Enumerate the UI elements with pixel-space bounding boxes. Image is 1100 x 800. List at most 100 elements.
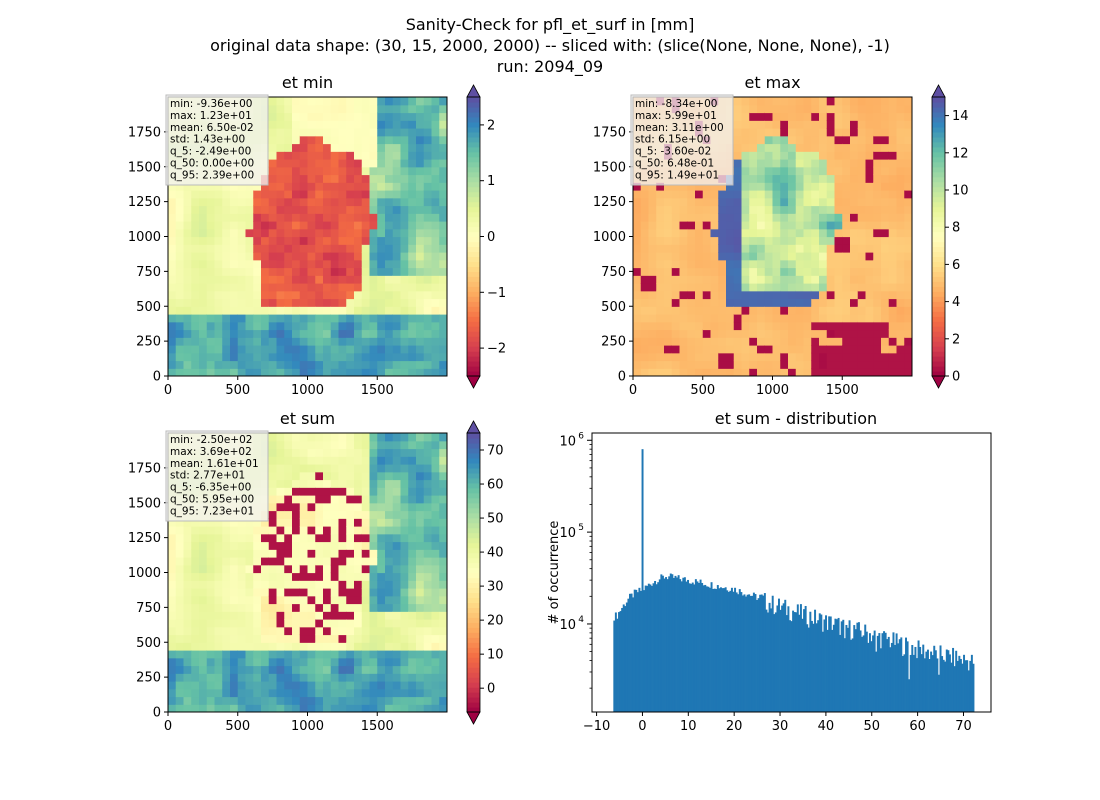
stats-line: std: 1.43e+00 — [170, 134, 245, 146]
histogram-bar — [875, 651, 878, 712]
panel-distribution-title: et sum - distribution — [715, 409, 877, 428]
histogram-bar — [636, 592, 639, 712]
y-tick-label: 0 — [153, 370, 161, 385]
histogram-bar — [718, 588, 721, 712]
histogram-bar — [614, 612, 617, 712]
histogram-bar — [763, 593, 766, 712]
panel-et-sum-axes: 0 500 1000 1500 0 250 500 750 1000 1250 1500 1750 — [128, 461, 394, 734]
y-tick-label: 250 — [601, 335, 626, 350]
histogram-bar — [922, 644, 925, 712]
y-tick-label: 1500 — [128, 160, 161, 175]
stats-line: max: 1.23e+01 — [170, 110, 252, 122]
histogram-bar — [894, 644, 897, 712]
y-tick-exponent: 4 — [578, 615, 584, 625]
histogram-bar — [680, 581, 683, 712]
figure-title-line-1: Sanity-Check for pfl_et_surf in [mm] — [406, 15, 695, 35]
stats-line: std: 2.77e+01 — [170, 470, 245, 482]
stats-line: q_5: -2.49e+00 — [170, 146, 251, 158]
colorbar-tick-label: 14 — [952, 109, 969, 124]
histogram-bar — [676, 577, 679, 712]
y-tick-label: 10 — [559, 618, 576, 633]
histogram-bar — [823, 619, 826, 712]
histogram-bar — [749, 595, 752, 712]
histogram-bar — [741, 595, 744, 712]
stats-line: max: 5.99e+01 — [635, 110, 717, 122]
x-tick-label: 30 — [772, 719, 789, 734]
histogram-bar — [878, 633, 881, 712]
histogram-bar — [870, 641, 873, 712]
panel-et-min-title: et min — [282, 73, 333, 92]
histogram-bar — [629, 593, 631, 712]
y-tick-label: 1250 — [593, 195, 626, 210]
histogram-bar — [814, 609, 817, 712]
panel-et-sum: et sum 0 500 1000 1500025050075010001250150… — [128, 409, 504, 734]
histogram-bar — [757, 598, 760, 712]
histogram-bar — [654, 580, 657, 712]
histogram-bar — [911, 645, 914, 712]
histogram-bar — [883, 631, 886, 712]
histogram-bar — [879, 648, 882, 712]
histogram-bar — [812, 623, 815, 712]
histogram-bar — [647, 583, 650, 712]
histogram-bar — [810, 620, 813, 712]
histogram-bar — [856, 622, 859, 712]
histogram-bar — [916, 658, 918, 712]
y-tick-label: 1500 — [128, 496, 161, 511]
colorbar-tick-label: 10 — [952, 184, 969, 199]
y-tick-label: 750 — [136, 601, 161, 616]
histogram-bar — [848, 620, 851, 712]
histogram-bar — [745, 596, 748, 712]
histogram-bar — [942, 659, 945, 712]
histogram-bar — [963, 654, 966, 712]
histogram-bar — [649, 584, 652, 712]
histogram-bar — [934, 650, 937, 712]
histogram-bar — [655, 584, 658, 712]
histogram-bar — [807, 627, 810, 712]
histogram-bar — [658, 579, 661, 712]
histogram-bar — [633, 589, 636, 712]
histogram-bar — [657, 582, 660, 712]
histogram-bar — [668, 576, 671, 712]
histogram-bar — [873, 630, 876, 712]
histogram-bar — [908, 679, 911, 712]
histogram-bar — [804, 605, 807, 712]
y-tick-label: 1750 — [128, 461, 161, 476]
y-tick-label: 1250 — [128, 531, 161, 546]
histogram-bar — [936, 658, 939, 712]
histogram-bar — [925, 651, 928, 712]
histogram-bar — [952, 647, 955, 712]
histogram-bar — [803, 609, 806, 712]
histogram-bar — [661, 575, 664, 712]
y-tick-label: 500 — [601, 300, 626, 315]
histogram-bar — [730, 587, 733, 712]
histogram-bar — [917, 640, 920, 712]
histogram-bar — [713, 588, 716, 712]
histogram-bar — [884, 632, 887, 712]
histogram-bar — [638, 587, 641, 712]
histogram-bar — [683, 577, 686, 712]
colorbar-tick-label: 1 — [487, 174, 495, 189]
histogram-bar — [950, 662, 953, 712]
histogram-bar — [732, 591, 735, 712]
histogram-bar — [806, 624, 809, 712]
histogram-bar — [688, 583, 691, 712]
y-tick-exponent: 6 — [578, 431, 584, 441]
histogram-bar — [754, 594, 757, 712]
histogram-bar — [817, 620, 820, 712]
histogram-bar — [660, 574, 663, 712]
y-tick-base: 10 — [559, 618, 576, 633]
histogram-bar — [778, 598, 780, 712]
histogram-bar — [715, 589, 718, 712]
y-tick-label: 10 — [559, 526, 576, 541]
histogram-bar — [781, 605, 784, 712]
histogram-bar — [818, 613, 821, 712]
histogram-bar — [784, 599, 787, 712]
histogram-bar — [920, 654, 923, 712]
histogram-bar — [868, 633, 871, 712]
histogram-bar — [919, 647, 922, 712]
histogram-bar — [834, 618, 837, 712]
histogram-bar — [752, 592, 755, 712]
histogram-bar — [701, 582, 704, 712]
y-tick-base: 10 — [559, 434, 576, 449]
